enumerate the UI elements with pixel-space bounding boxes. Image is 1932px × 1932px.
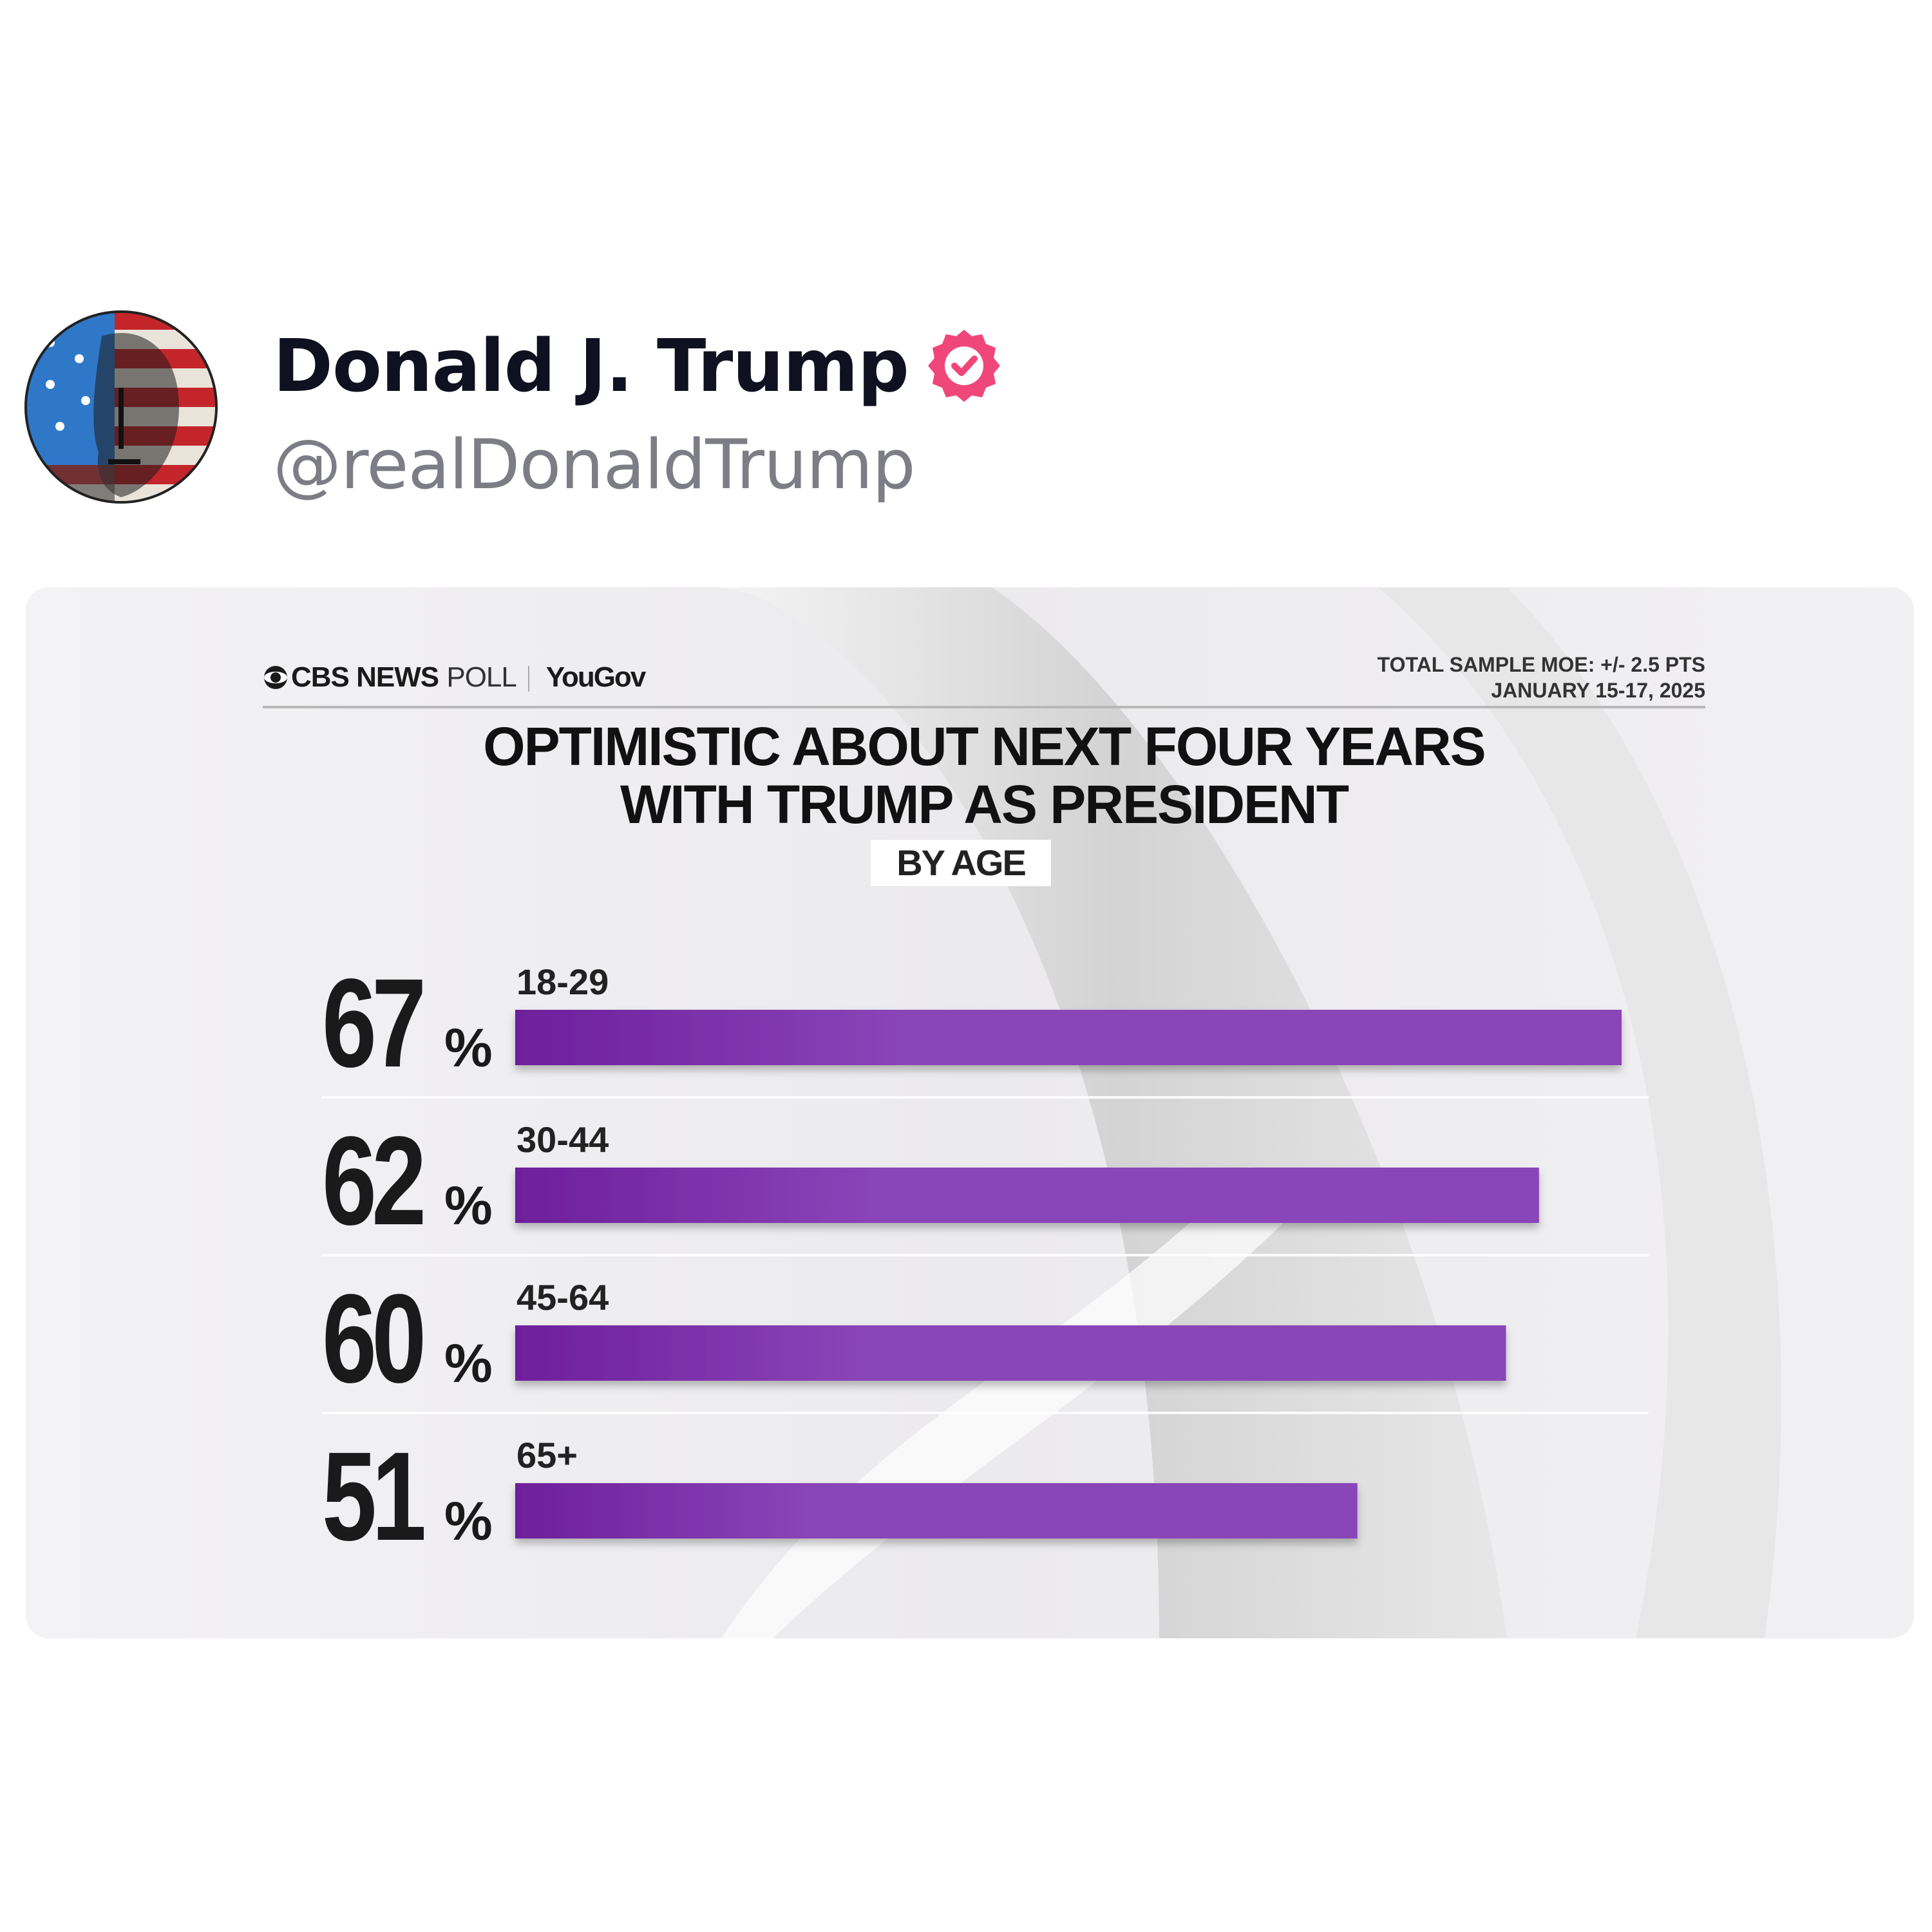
cbs-news-logo: CBS NEWS xyxy=(291,661,439,693)
avatar-image xyxy=(24,310,218,504)
chart-title: OPTIMISTIC ABOUT NEXT FOUR YEARS WITH TR… xyxy=(263,717,1705,833)
chart-title-line-1: OPTIMISTIC ABOUT NEXT FOUR YEARS xyxy=(483,716,1486,777)
moe-note: TOTAL SAMPLE MOE: +/- 2.5 PTS JANUARY 15… xyxy=(1378,652,1705,703)
bar-65+ xyxy=(515,1483,1358,1539)
brand-separator xyxy=(527,666,529,692)
bar-18-29 xyxy=(515,1010,1622,1065)
value-label-30-44: 62 xyxy=(322,1111,422,1252)
poll-graphic[interactable]: CBS NEWS POLL YouGov TOTAL SAMPLE MOE: +/… xyxy=(26,587,1914,1638)
value-label-18-29: 67 xyxy=(322,953,422,1094)
percent-sign-65+: % xyxy=(444,1491,493,1551)
bar-chart: 18-29 67 % 30-44 62 % 45-64 60 % 65+ 51% xyxy=(322,953,1649,1567)
category-label-18-29: 18-29 xyxy=(516,961,609,1002)
verified-badge-icon xyxy=(927,330,1000,402)
bar-30-44 xyxy=(515,1168,1539,1223)
category-label-45-64: 45-64 xyxy=(516,1277,609,1318)
value-label-45-64: 60 xyxy=(322,1269,422,1410)
yougov-logo: YouGov xyxy=(545,661,646,693)
moe-line: TOTAL SAMPLE MOE: +/- 2.5 PTS xyxy=(1377,653,1705,676)
brand-row: CBS NEWS POLL YouGov TOTAL SAMPLE MOE: +/… xyxy=(263,652,1705,703)
percent-sign-45-64: % xyxy=(444,1333,493,1394)
bar-45-64 xyxy=(515,1325,1506,1381)
display-name-text: Donald J. Trump xyxy=(273,325,909,408)
value-label-65+: 51 xyxy=(322,1426,424,1567)
chart-subtitle: BY AGE xyxy=(871,840,1051,886)
post-header: Donald J. Trump @realDonaldTrump xyxy=(24,310,1119,510)
poll-label: POLL xyxy=(446,661,517,693)
brand-logos: CBS NEWS POLL YouGov xyxy=(263,652,646,703)
cbs-eye-icon xyxy=(264,666,287,689)
category-label-65+: 65+ xyxy=(516,1435,578,1475)
percent-sign-18-29: % xyxy=(444,1018,493,1078)
poll-date: JANUARY 15-17, 2025 xyxy=(1491,679,1705,702)
display-name[interactable]: Donald J. Trump xyxy=(273,325,1003,410)
avatar[interactable] xyxy=(24,310,218,504)
handle[interactable]: @realDonaldTrump xyxy=(273,425,916,504)
category-label-30-44: 30-44 xyxy=(516,1119,609,1160)
percent-sign-30-44: % xyxy=(444,1175,493,1236)
chart-title-line-2: WITH TRUMP AS PRESIDENT xyxy=(620,774,1349,835)
header-rule xyxy=(263,706,1705,708)
